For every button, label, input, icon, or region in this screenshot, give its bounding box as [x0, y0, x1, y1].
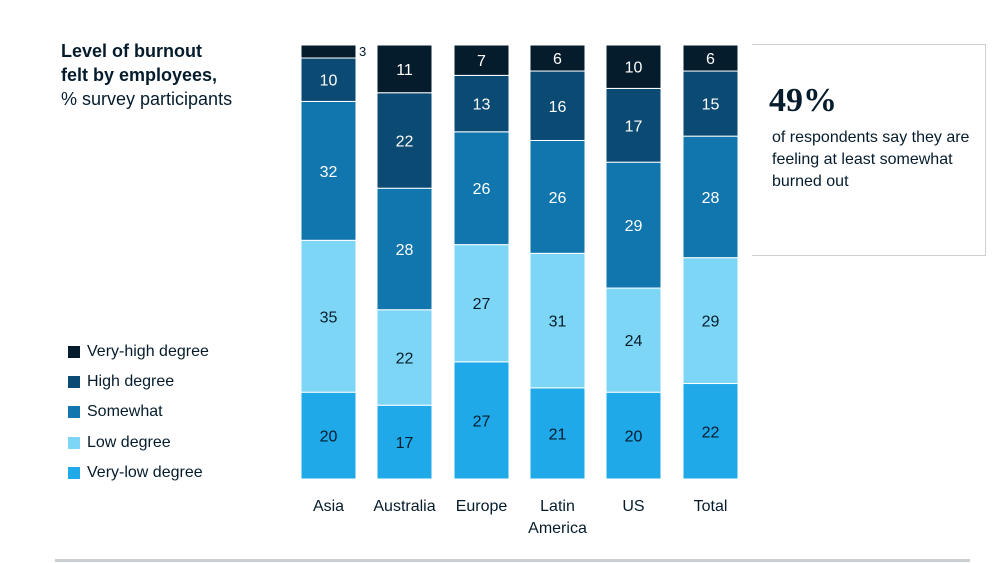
legend-label: High degree — [87, 373, 175, 391]
bar-segment-australia-very-high-degree — [376, 44, 433, 94]
data-label-total-high-degree: 15 — [702, 97, 720, 114]
data-label-us-somewhat: 29 — [625, 218, 643, 235]
callout-box: 49% of respondents say they are feeling … — [752, 44, 986, 256]
data-label-europe-low-degree: 27 — [473, 296, 491, 313]
bar-segment-australia-low-degree — [376, 309, 433, 406]
data-label-total-low-degree: 29 — [702, 314, 720, 331]
legend-label: Low degree — [87, 433, 171, 451]
legend-item-low: Low degree — [68, 428, 209, 458]
bar-segment-asia-high-degree — [300, 57, 357, 102]
legend-swatch — [68, 436, 80, 449]
footnote-ink — [55, 559, 970, 562]
legend-item-very-low: Very-low degree — [68, 458, 209, 488]
legend-label: Very-low degree — [87, 463, 203, 481]
data-label-australia-high-degree: 22 — [396, 133, 414, 150]
category-label-asia: Asia — [313, 498, 344, 515]
legend-swatch — [68, 406, 80, 419]
legend-label: Somewhat — [87, 403, 163, 421]
data-label-latin-america-very-low-degree: 21 — [549, 426, 567, 443]
data-label-asia-low-degree: 35 — [320, 309, 338, 326]
bar-segment-europe-somewhat — [453, 131, 510, 246]
data-label-latin-america-high-degree: 16 — [549, 99, 567, 116]
category-label-australia: Australia — [373, 498, 435, 515]
data-label-us-low-degree: 24 — [625, 333, 643, 350]
footnote-strip — [55, 559, 970, 562]
data-label-total-somewhat: 28 — [702, 190, 720, 207]
bar-segment-latin-america-high-degree — [529, 70, 586, 141]
data-label-us-high-degree: 17 — [625, 118, 643, 135]
bar-segment-total-somewhat — [682, 135, 739, 259]
bar-segment-asia-very-low-degree — [300, 391, 357, 480]
bar-segment-europe-high-degree — [453, 74, 510, 133]
data-label-australia-very-low-degree: 17 — [396, 435, 414, 452]
bar-segment-australia-very-low-degree — [376, 404, 433, 480]
bar-segment-europe-very-low-degree — [453, 361, 510, 480]
data-label-australia-somewhat: 28 — [396, 242, 414, 259]
data-label-asia-high-degree: 10 — [320, 73, 338, 90]
bar-segment-total-low-degree — [682, 257, 739, 385]
data-label-europe-very-low-degree: 27 — [473, 413, 491, 430]
bar-segment-us-somewhat — [605, 161, 662, 289]
bar-segment-latin-america-somewhat — [529, 139, 586, 254]
chart-title: Level of burnout felt by employees, % su… — [61, 39, 291, 111]
legend-swatch — [68, 376, 80, 389]
title-line-1: Level of burnout — [61, 41, 202, 61]
data-label-asia-somewhat: 32 — [320, 164, 338, 181]
data-label-australia-very-high-degree: 11 — [396, 62, 413, 79]
bar-segment-total-high-degree — [682, 70, 739, 137]
legend-swatch — [68, 346, 80, 359]
bar-segment-total-very-high-degree — [682, 44, 739, 72]
data-label-australia-low-degree: 22 — [396, 350, 414, 367]
category-label-europe: Europe — [456, 498, 508, 515]
legend-swatch — [68, 466, 80, 479]
chart-subtitle: % survey participants — [61, 89, 233, 109]
bar-segment-us-low-degree — [605, 287, 662, 393]
data-label-total-very-high-degree: 6 — [706, 51, 715, 68]
category-label-total: Total — [694, 498, 728, 515]
data-label-asia-very-high-degree: 3 — [359, 44, 366, 59]
bar-segment-asia-low-degree — [300, 239, 357, 393]
data-label-total-very-low-degree: 22 — [702, 424, 720, 441]
data-label-europe-somewhat: 26 — [473, 181, 491, 198]
data-label-us-very-low-degree: 20 — [625, 429, 643, 446]
bar-segment-us-high-degree — [605, 87, 662, 163]
data-label-us-very-high-degree: 10 — [625, 60, 643, 77]
callout-text: of respondents say they are feeling at l… — [772, 129, 970, 190]
bar-segment-asia-somewhat — [300, 100, 357, 241]
callout-value: 49% — [769, 82, 837, 119]
legend: Very-high degree High degree Somewhat Lo… — [68, 337, 209, 488]
data-label-latin-america-very-high-degree: 6 — [553, 51, 562, 68]
bar-segment-europe-low-degree — [453, 244, 510, 363]
bar-segment-latin-america-very-low-degree — [529, 387, 586, 480]
category-label-latin-america: America — [528, 520, 587, 537]
legend-item-somewhat: Somewhat — [68, 397, 209, 427]
title-line-2: felt by employees, — [61, 65, 218, 85]
legend-label: Very-high degree — [87, 343, 209, 361]
bar-segment-us-very-high-degree — [605, 44, 662, 89]
category-label-us: US — [622, 498, 644, 515]
bar-segment-europe-very-high-degree — [453, 44, 510, 76]
data-label-latin-america-somewhat: 26 — [549, 190, 567, 207]
legend-item-very-high: Very-high degree — [68, 337, 209, 367]
data-label-europe-very-high-degree: 7 — [477, 53, 486, 70]
bar-segment-latin-america-very-high-degree — [529, 44, 586, 72]
legend-item-high: High degree — [68, 367, 209, 397]
category-label-latin-america: Latin — [540, 498, 575, 515]
data-label-latin-america-low-degree: 31 — [549, 314, 567, 331]
data-label-europe-high-degree: 13 — [473, 97, 491, 114]
bar-segment-asia-very-high-degree — [300, 44, 357, 59]
bar-segment-australia-somewhat — [376, 187, 433, 311]
data-label-asia-very-low-degree: 20 — [320, 429, 338, 446]
